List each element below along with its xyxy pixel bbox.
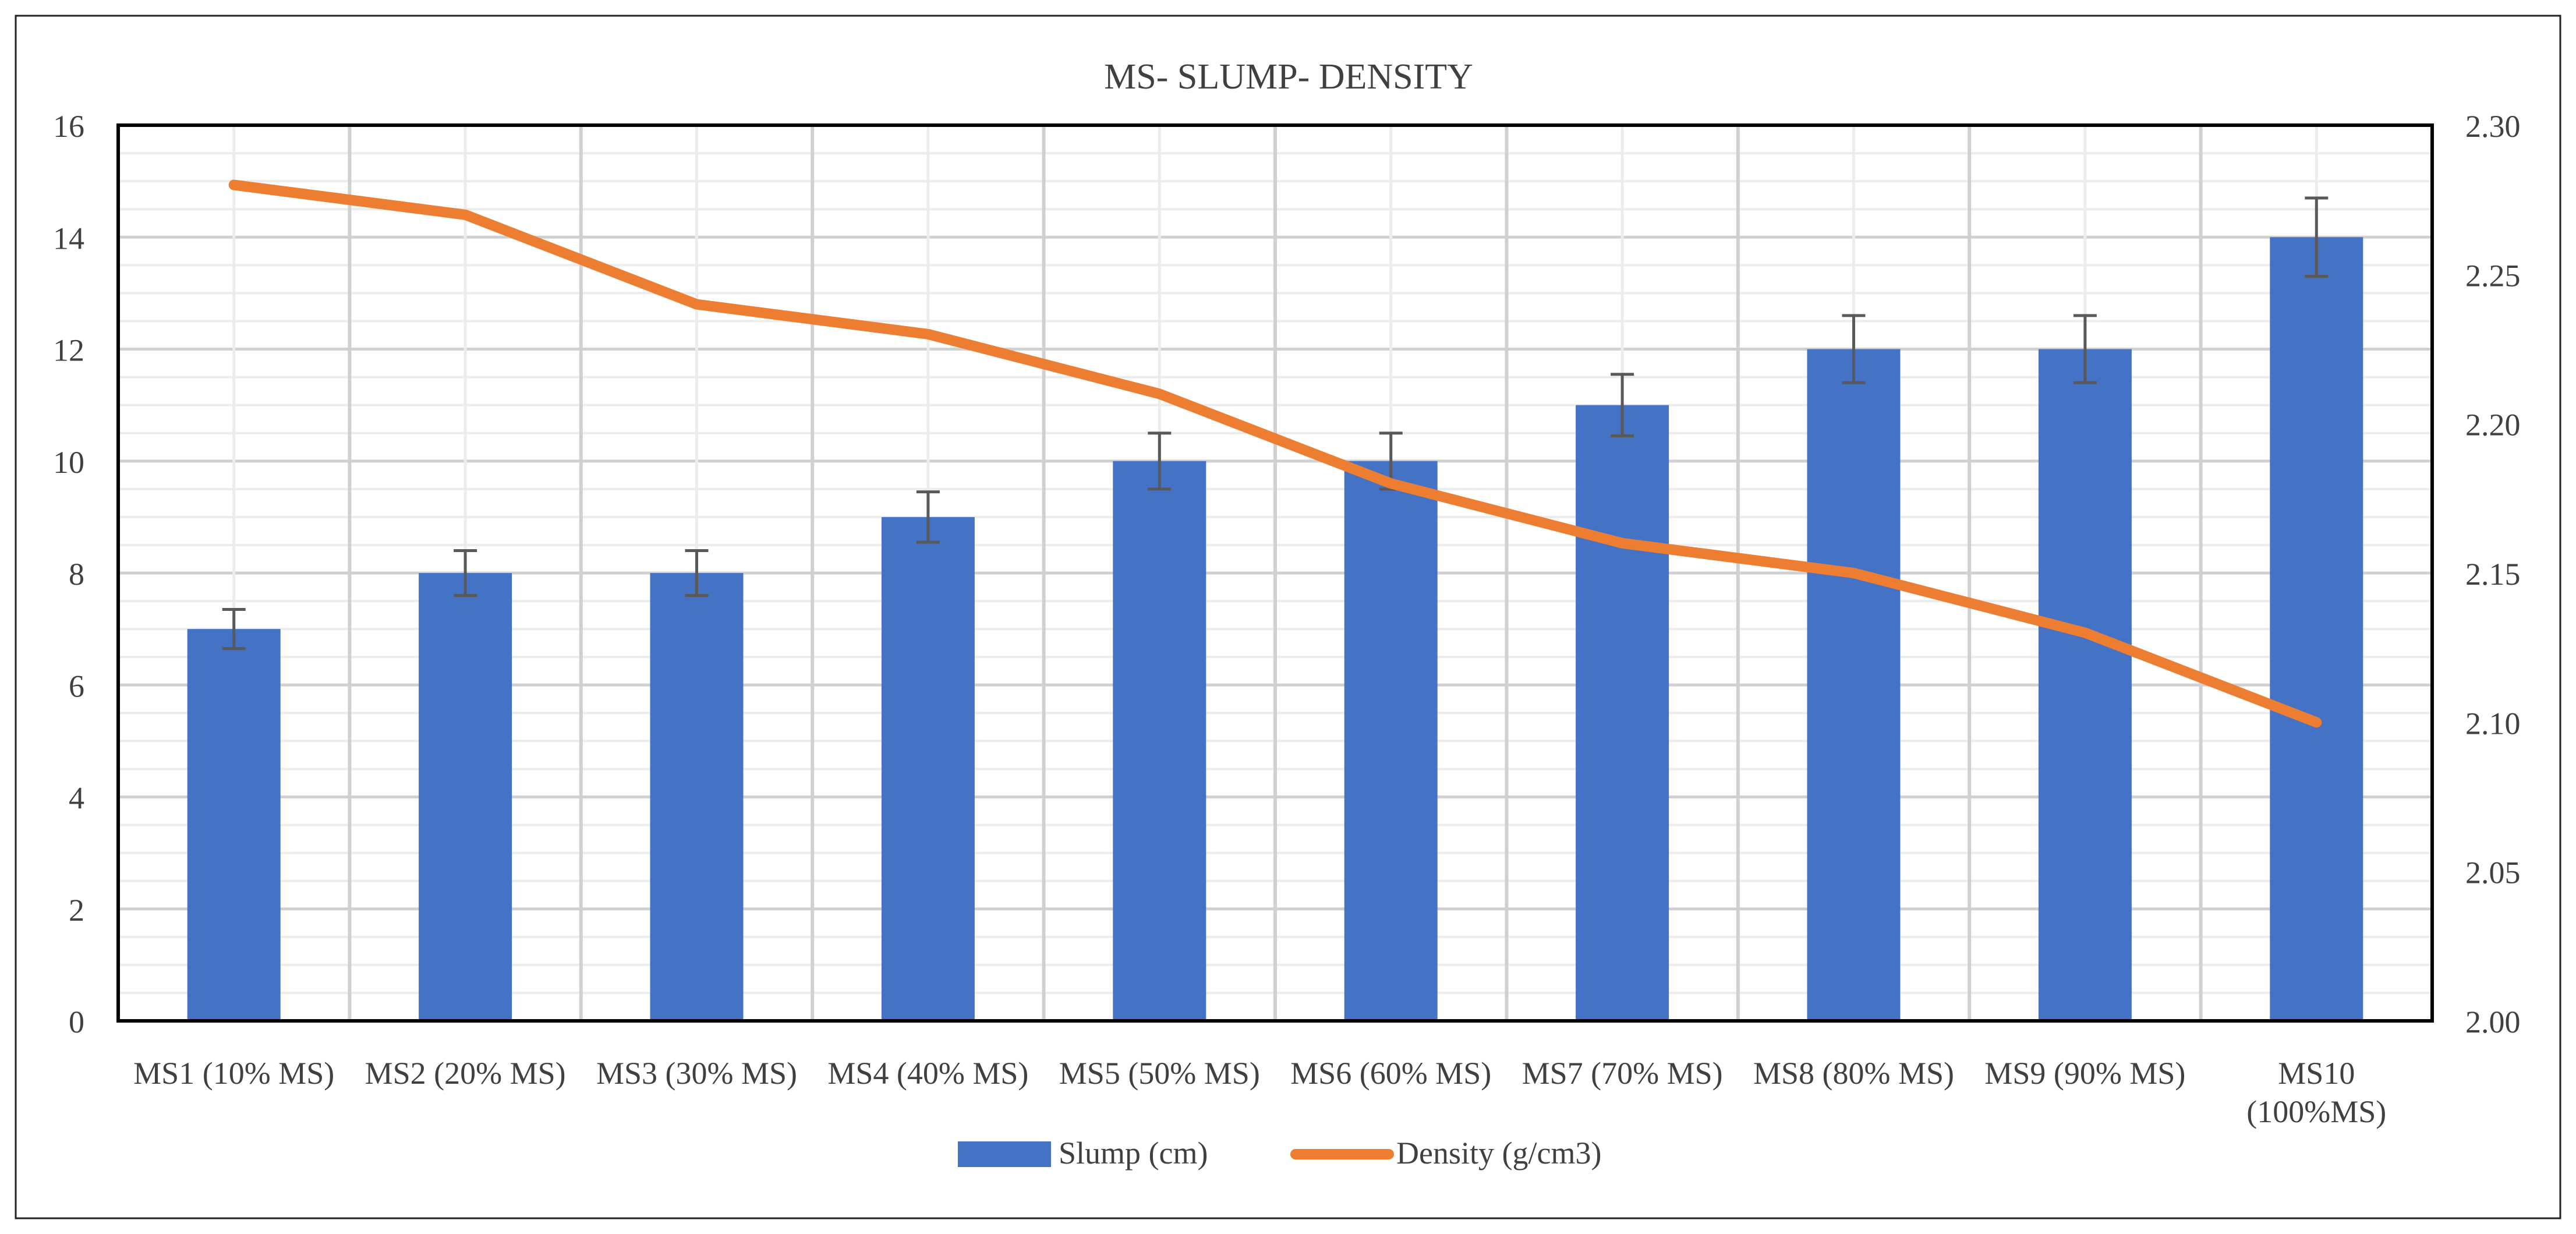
slump-bar [1807, 349, 1901, 1021]
slump-error-bars [222, 196, 2329, 650]
y-right-tick-label: 2.00 [2465, 1005, 2521, 1039]
x-tick-label: MS8 (80% MS) [1753, 1056, 1954, 1091]
x-tick-label: MS4 (40% MS) [827, 1056, 1028, 1091]
y-left-tick-label: 16 [53, 109, 84, 144]
slump-bar [2270, 237, 2363, 1021]
slump-bar [1113, 461, 1206, 1021]
y-left-tick-label: 8 [69, 557, 84, 592]
slump-bar [419, 573, 512, 1021]
legend-swatch-slump [958, 1141, 1051, 1167]
y-right-tick-label: 2.30 [2465, 109, 2521, 144]
x-tick-label: MS7 (70% MS) [1522, 1056, 1723, 1091]
legend-label-slump: Slump (cm) [1059, 1136, 1208, 1171]
x-tick-label: MS6 (60% MS) [1290, 1056, 1491, 1091]
y-left-tick-label: 0 [69, 1005, 84, 1039]
x-tick-label: MS5 (50% MS) [1059, 1056, 1260, 1091]
plot-frame [116, 123, 2434, 1023]
slump-bar [650, 573, 744, 1021]
y-left-tick-label: 6 [69, 669, 84, 703]
slump-bar [881, 517, 975, 1021]
chart-title: MS- SLUMP- DENSITY [1104, 57, 1473, 97]
y-right-tick-label: 2.25 [2465, 258, 2521, 293]
slump-bar [1344, 461, 1438, 1021]
y-right-tick-label: 2.20 [2465, 408, 2521, 443]
y-left-tick-label: 12 [53, 333, 84, 368]
legend: Slump (cm) Density (g/cm3) [958, 1136, 1601, 1171]
y-right-tick-label: 2.05 [2465, 855, 2521, 890]
y-left-tick-label: 14 [53, 221, 84, 256]
slump-bar [1576, 405, 1669, 1021]
x-tick-label-line: (100%MS) [2246, 1094, 2386, 1129]
y-right-tick-label: 2.15 [2465, 557, 2521, 592]
x-tick-label: MS2 (20% MS) [365, 1056, 566, 1091]
slump-bar [2038, 349, 2132, 1021]
x-tick-label: MS10 (100%MS) [2246, 1056, 2386, 1129]
x-tick-label-line: MS10 [2278, 1056, 2355, 1091]
y-left-tick-label: 4 [69, 781, 84, 816]
slump-bars [187, 237, 2363, 1021]
legend-label-density: Density (g/cm3) [1396, 1136, 1601, 1171]
x-tick-label: MS9 (90% MS) [1984, 1056, 2185, 1091]
y-left-tick-label: 10 [53, 445, 84, 480]
slump-bar [187, 629, 281, 1021]
y-left-tick-label: 2 [69, 893, 84, 928]
x-tick-label: MS1 (10% MS) [133, 1056, 334, 1091]
density-line [228, 179, 2322, 728]
y-right-tick-label: 2.10 [2465, 706, 2521, 741]
x-tick-label: MS3 (30% MS) [596, 1056, 797, 1091]
